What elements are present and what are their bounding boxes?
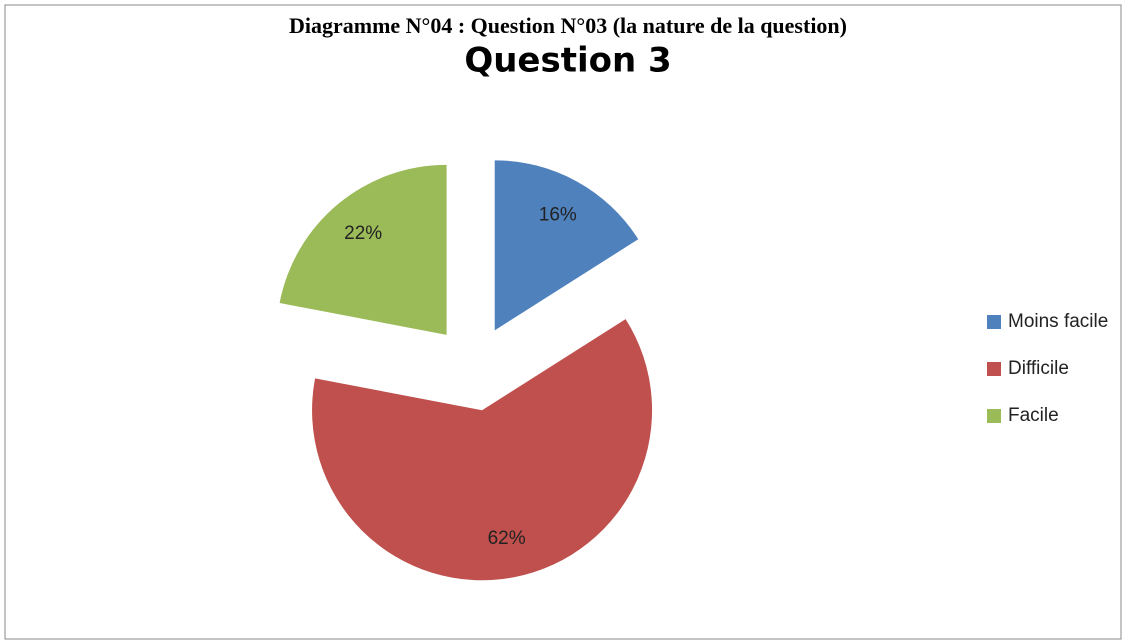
pie-slice <box>279 164 447 335</box>
chart-title: Question 3 <box>464 41 671 81</box>
legend-swatch <box>987 315 1001 329</box>
legend-label: Facile <box>1008 405 1059 426</box>
data-label: 16% <box>539 205 577 226</box>
legend-swatch <box>987 362 1001 376</box>
data-label: 62% <box>488 528 526 549</box>
pie-slice <box>494 160 639 331</box>
caption: Diagramme N°04 : Question N°03 (la natur… <box>289 13 847 38</box>
data-label: 22% <box>344 223 382 244</box>
legend-label: Difficile <box>1008 358 1069 379</box>
pie-slice <box>312 319 653 581</box>
legend-label: Moins facile <box>1008 311 1108 332</box>
legend-swatch <box>987 409 1001 423</box>
